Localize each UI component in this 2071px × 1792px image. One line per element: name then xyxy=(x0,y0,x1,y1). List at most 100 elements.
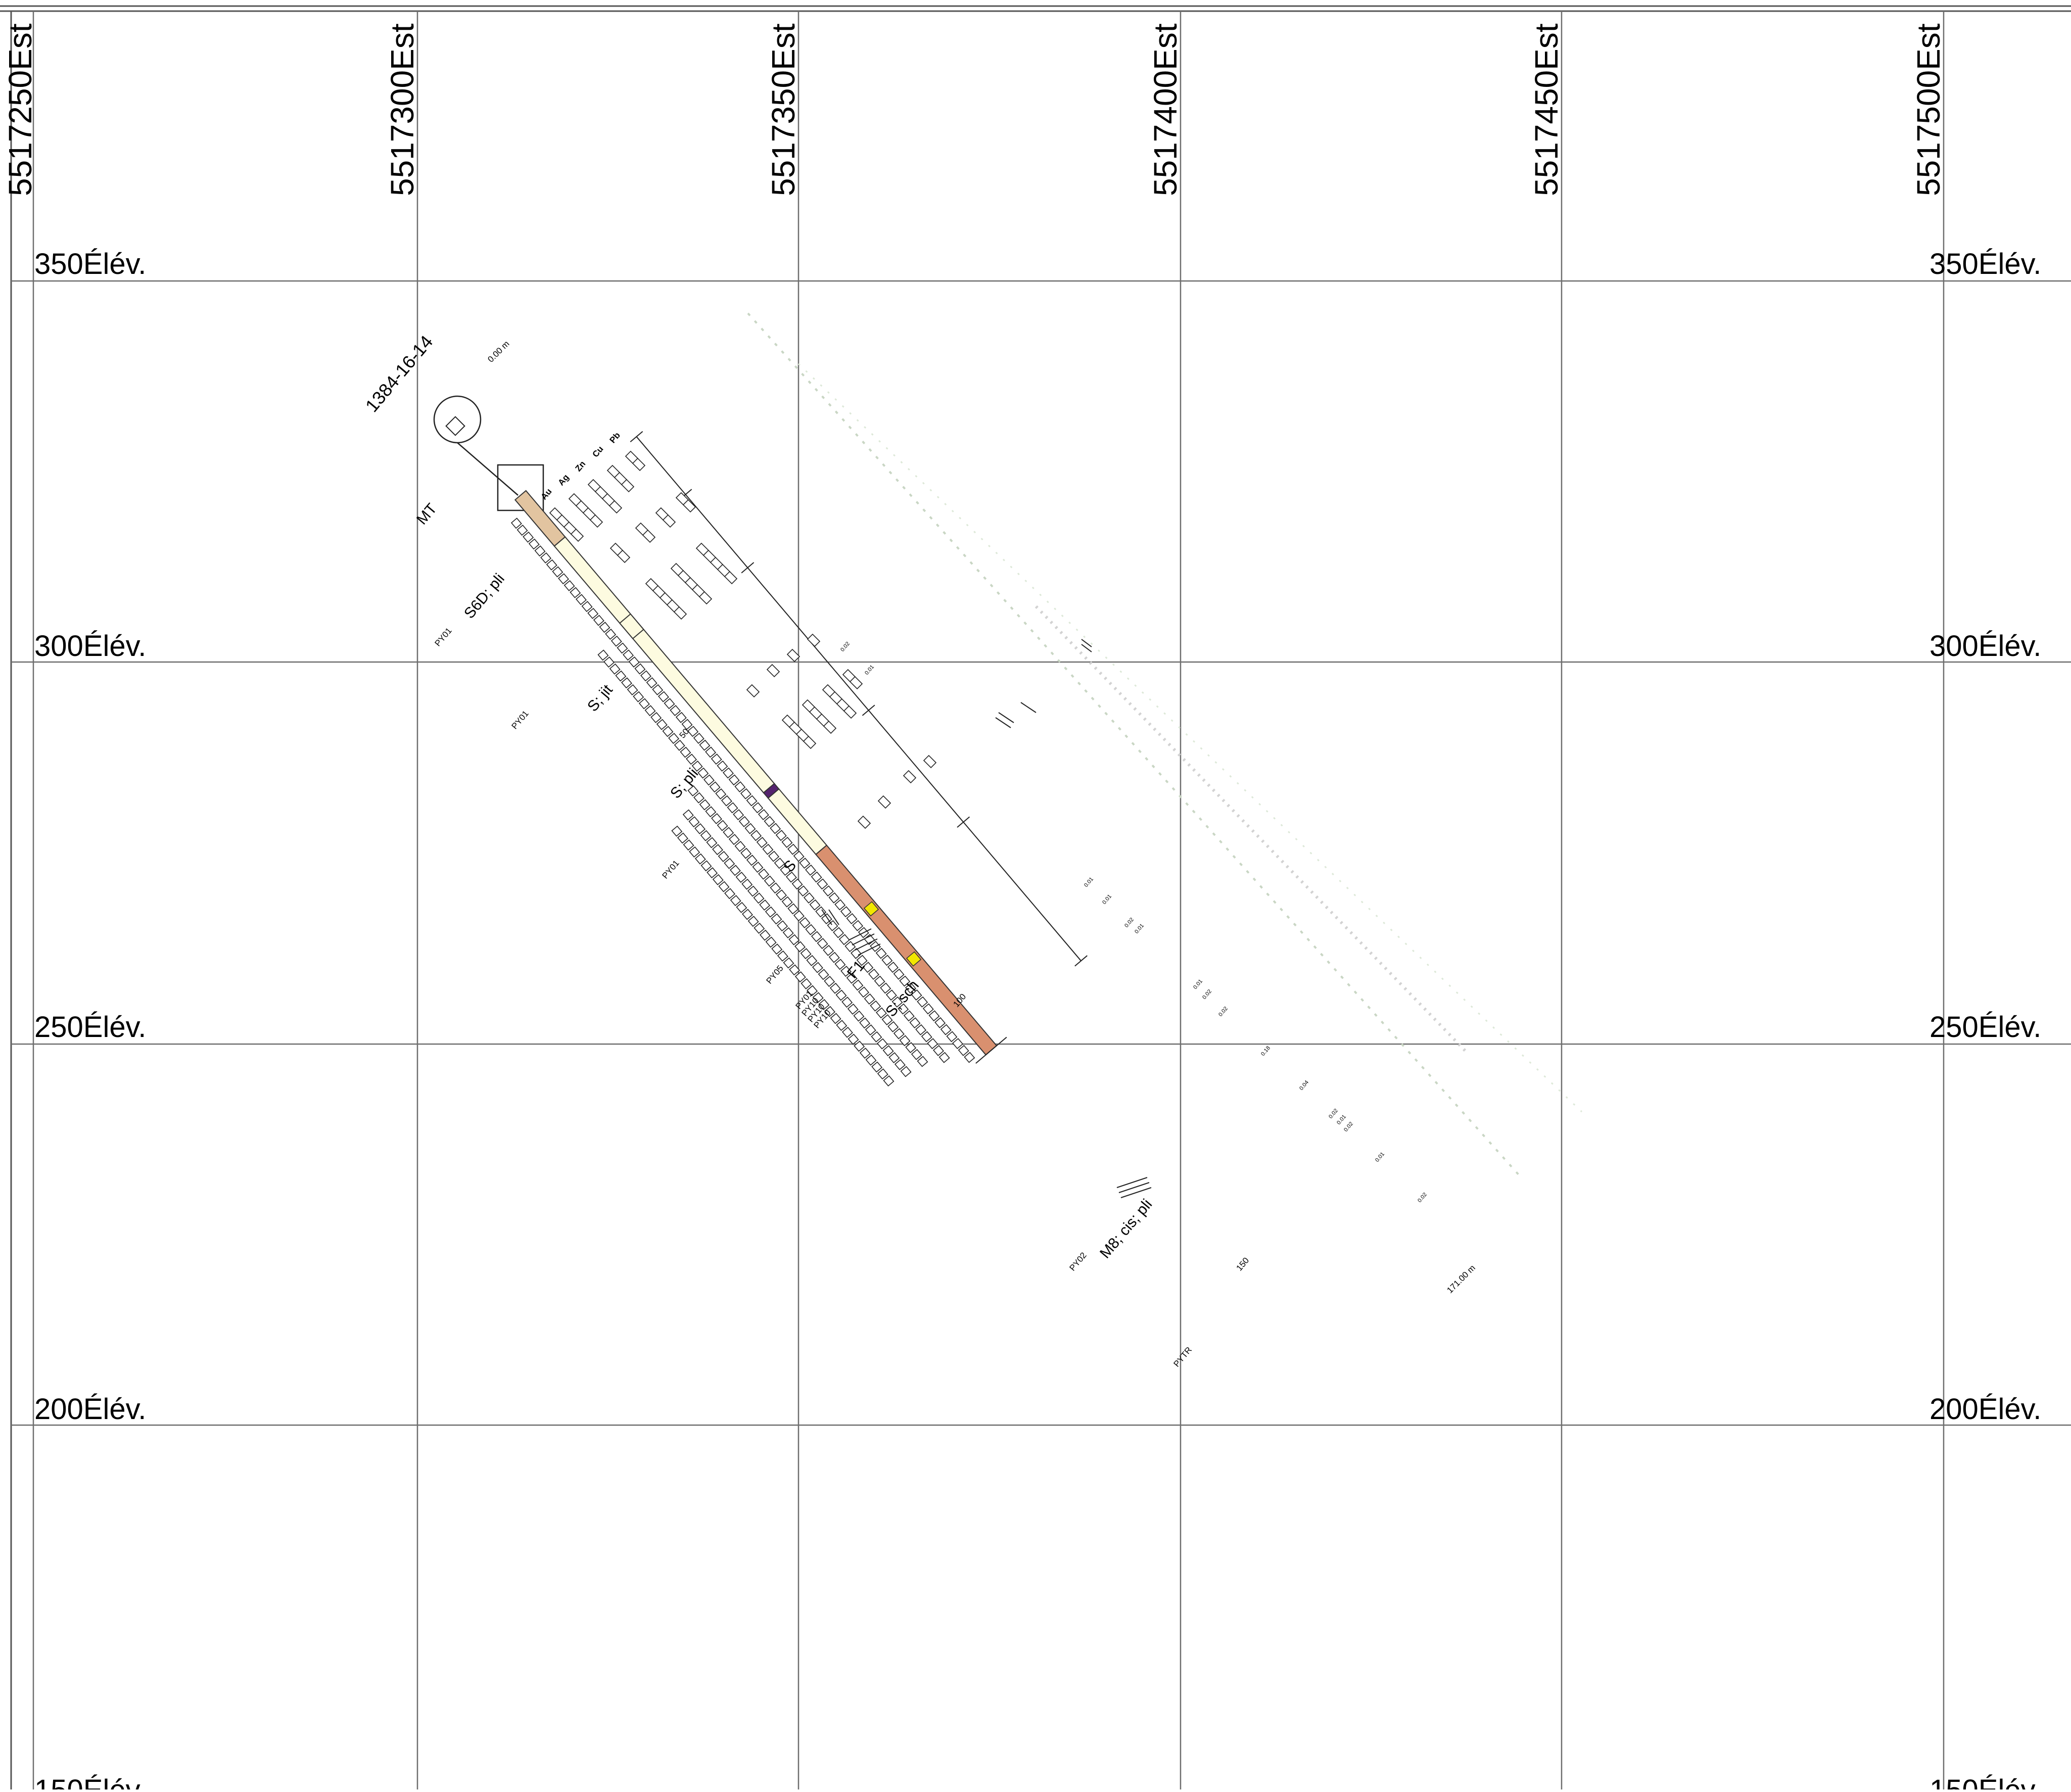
assay-sample-box xyxy=(834,899,846,911)
assay-value-labels: 0.020.010.010.010.020.010.010.020.020.18… xyxy=(839,641,1428,1204)
assay-sample-box xyxy=(940,1024,952,1035)
assay-sample-box xyxy=(874,975,885,987)
easting-gridlines xyxy=(32,11,1945,1789)
assay-sample-box xyxy=(789,964,801,976)
assay-sample-box xyxy=(770,823,781,834)
assay-sample-box xyxy=(718,881,730,892)
lithology-label: S; jit xyxy=(584,681,616,715)
assay-sample-box xyxy=(844,940,856,952)
assay-sample-box xyxy=(785,871,797,883)
assay-sample-box xyxy=(746,684,760,698)
assay-sample-box xyxy=(841,1026,853,1038)
assay-sample-box xyxy=(664,698,675,710)
assay-sample-box xyxy=(794,971,806,982)
assay-sample-box xyxy=(862,962,874,973)
assay-sample-box xyxy=(803,735,817,749)
assay-sample-box xyxy=(921,1031,932,1043)
assay-sample-box xyxy=(793,910,805,922)
assay-sample-box xyxy=(742,909,754,920)
assay-sample-box xyxy=(570,528,584,542)
assay-sample-box xyxy=(688,816,700,828)
depth-tick-label: 150 xyxy=(1235,1256,1251,1273)
assay-sample-box xyxy=(546,559,557,571)
assay-sample-box xyxy=(852,979,864,991)
assay-value-label: 0.02 xyxy=(839,641,851,653)
assay-sample-box xyxy=(805,864,817,876)
depth-scale-tick xyxy=(957,816,970,828)
assay-sample-box xyxy=(891,996,903,1008)
assay-value-label: 0.02 xyxy=(1417,1192,1428,1204)
assay-sample-box xyxy=(865,1054,877,1066)
assay-sample-box xyxy=(728,774,740,786)
assay-sample-box xyxy=(952,1038,964,1049)
assay-sample-box xyxy=(917,996,928,1008)
end-depth-label: 171.00 m xyxy=(1445,1263,1477,1295)
assay-sample-box xyxy=(840,965,852,977)
assay-sample-box xyxy=(806,955,818,966)
assay-sample-box xyxy=(848,1033,859,1045)
assay-sample-box xyxy=(893,968,905,980)
assay-sample-box xyxy=(859,1047,871,1059)
assay-sample-box xyxy=(746,855,758,866)
assay-sample-box xyxy=(605,629,617,640)
assay-sample-box xyxy=(881,1014,893,1026)
assay-sample-box xyxy=(905,982,916,994)
assay-sample-box xyxy=(587,607,599,619)
assay-sample-box xyxy=(834,959,846,970)
assay-sample-box xyxy=(718,851,729,862)
assay-sample-box xyxy=(724,888,736,900)
assay-column-zn xyxy=(687,785,928,1067)
easting-label: 5517350Est xyxy=(765,23,802,196)
assay-sample-box xyxy=(780,864,791,876)
assay-value-label: 0.01 xyxy=(1192,978,1204,991)
assay-sample-box xyxy=(880,982,891,994)
assay-sample-box xyxy=(709,781,721,793)
assay-sample-box xyxy=(706,837,718,848)
assay-sample-box xyxy=(670,705,681,717)
assay-sample-box xyxy=(615,670,627,682)
fault-hatch-symbols xyxy=(821,639,1152,1198)
lithology-interval-s-jit xyxy=(619,613,644,640)
assay-sample-box xyxy=(851,948,862,959)
assay-sample-box xyxy=(875,948,887,959)
assay-sample-box xyxy=(909,1017,921,1028)
assay-sample-box xyxy=(799,858,811,869)
assay-sample-box xyxy=(705,746,717,758)
assay-value-label: 0.02 xyxy=(1201,988,1213,1001)
assay-sample-box xyxy=(774,858,785,869)
assay-sample-box xyxy=(849,676,863,690)
assay-sample-box xyxy=(700,860,712,872)
assay-sample-box xyxy=(853,1010,865,1022)
assay-value-label: 0.01 xyxy=(1134,923,1145,935)
assay-sample-box xyxy=(656,719,668,730)
assay-sample-box xyxy=(900,1066,912,1077)
assay-sample-box xyxy=(812,962,823,973)
assay-sample-box xyxy=(858,986,870,998)
elevation-labels-left: 350Élév. 300Élév. 250Élév. 200Élév. 150É… xyxy=(34,248,146,1792)
assay-sample-box xyxy=(627,684,638,696)
assay-sample-box xyxy=(828,892,840,904)
assay-sample-box xyxy=(608,500,623,514)
assay-headers: Au Ag Zn Cu Pb xyxy=(539,431,623,502)
assay-sample-box xyxy=(632,457,646,471)
assay-value-label: 0.02 xyxy=(1328,1108,1339,1120)
assay-sample-box xyxy=(570,587,581,598)
assay-sample-box xyxy=(928,1010,940,1022)
projected-trace xyxy=(1034,605,1467,1053)
collar-box xyxy=(497,464,544,511)
assay-sample-box xyxy=(812,992,824,1004)
assay-sample-box xyxy=(623,649,634,661)
assay-sample-box xyxy=(683,839,694,851)
assay-value-label: 0.01 xyxy=(1083,876,1095,888)
elevation-label-left: 200Élév. xyxy=(34,1393,146,1426)
assay-sample-box xyxy=(823,720,837,734)
assay-sample-box xyxy=(817,878,828,890)
assay-sample-box xyxy=(903,1010,915,1022)
assay-sample-box xyxy=(838,934,850,946)
assay-sample-box xyxy=(830,1013,841,1024)
assay-sample-box xyxy=(888,1052,900,1063)
assay-sample-box xyxy=(698,591,713,605)
projected-trace-dashes xyxy=(747,312,1583,1178)
